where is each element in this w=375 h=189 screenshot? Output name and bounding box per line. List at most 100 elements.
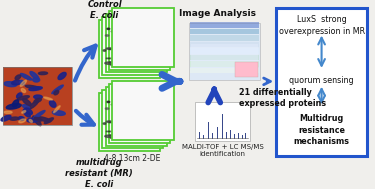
Ellipse shape (125, 59, 132, 61)
Ellipse shape (124, 65, 134, 66)
Ellipse shape (136, 117, 139, 120)
Ellipse shape (29, 100, 39, 109)
Ellipse shape (128, 125, 131, 127)
Ellipse shape (103, 123, 106, 124)
Ellipse shape (119, 114, 128, 116)
Ellipse shape (120, 52, 128, 54)
Ellipse shape (105, 108, 109, 109)
Ellipse shape (18, 96, 29, 100)
Ellipse shape (34, 98, 41, 103)
Ellipse shape (125, 47, 133, 48)
Bar (190, 68, 260, 73)
Bar (189, 23, 260, 80)
Ellipse shape (52, 85, 63, 94)
Ellipse shape (20, 80, 27, 86)
Bar (190, 42, 260, 47)
Ellipse shape (44, 97, 52, 100)
Bar (99, 20, 160, 78)
Ellipse shape (118, 129, 128, 130)
Ellipse shape (119, 41, 128, 43)
Bar (190, 29, 260, 34)
Ellipse shape (122, 121, 129, 123)
Bar (102, 17, 163, 75)
Ellipse shape (128, 52, 131, 53)
Ellipse shape (16, 93, 22, 98)
Ellipse shape (106, 121, 112, 122)
Ellipse shape (33, 78, 40, 82)
Ellipse shape (110, 64, 120, 65)
Ellipse shape (109, 122, 117, 123)
Bar (102, 90, 163, 148)
Bar (99, 93, 160, 151)
Ellipse shape (137, 122, 142, 124)
Ellipse shape (22, 105, 29, 109)
Ellipse shape (110, 137, 120, 138)
Ellipse shape (137, 49, 142, 51)
Ellipse shape (113, 47, 123, 48)
Text: MALDI-TOF + LC MS/MS
identification: MALDI-TOF + LC MS/MS identification (182, 144, 263, 157)
Ellipse shape (111, 31, 115, 32)
Ellipse shape (44, 118, 53, 124)
Ellipse shape (137, 50, 141, 52)
Bar (109, 84, 170, 143)
Bar (105, 14, 167, 72)
Ellipse shape (105, 135, 113, 137)
Ellipse shape (126, 56, 134, 58)
Ellipse shape (130, 132, 133, 134)
Bar (3, 67, 72, 125)
Ellipse shape (26, 85, 40, 89)
Ellipse shape (105, 62, 113, 64)
Ellipse shape (136, 107, 142, 109)
Ellipse shape (34, 95, 42, 99)
Bar (112, 81, 174, 140)
Ellipse shape (30, 71, 39, 80)
Ellipse shape (133, 31, 139, 33)
Ellipse shape (103, 50, 106, 51)
Ellipse shape (136, 44, 139, 47)
Ellipse shape (22, 99, 31, 105)
Bar (190, 35, 260, 41)
Ellipse shape (107, 101, 110, 103)
Ellipse shape (125, 103, 134, 105)
Bar (190, 22, 260, 28)
Bar (195, 102, 250, 142)
Ellipse shape (120, 108, 126, 110)
Ellipse shape (128, 37, 134, 39)
Ellipse shape (113, 120, 123, 121)
Ellipse shape (112, 52, 117, 53)
Ellipse shape (137, 123, 141, 125)
Bar (109, 11, 170, 70)
Text: Image Analysis: Image Analysis (179, 9, 256, 18)
Ellipse shape (12, 100, 19, 107)
Text: Control
E. coli: Control E. coli (87, 0, 122, 20)
Ellipse shape (4, 82, 17, 87)
Ellipse shape (109, 62, 116, 63)
Bar (191, 44, 258, 68)
Ellipse shape (22, 111, 26, 113)
Text: multidrug
resistant (MR)
E. coli: multidrug resistant (MR) E. coli (65, 158, 132, 189)
Ellipse shape (109, 49, 117, 50)
Ellipse shape (4, 111, 12, 113)
Ellipse shape (111, 104, 115, 105)
Ellipse shape (34, 111, 45, 118)
Ellipse shape (120, 125, 128, 127)
Ellipse shape (106, 131, 112, 132)
Ellipse shape (133, 113, 139, 115)
Ellipse shape (54, 90, 59, 95)
Bar (3, 67, 72, 125)
Ellipse shape (112, 125, 117, 127)
Ellipse shape (128, 110, 134, 112)
Ellipse shape (38, 117, 51, 122)
Ellipse shape (133, 104, 139, 106)
Bar (105, 87, 167, 146)
Ellipse shape (131, 131, 138, 132)
Bar (190, 48, 260, 54)
Ellipse shape (34, 117, 42, 121)
Ellipse shape (23, 109, 30, 117)
Ellipse shape (20, 74, 32, 80)
Ellipse shape (53, 111, 65, 115)
Ellipse shape (112, 59, 117, 61)
Text: 21 differentially
expressed proteins: 21 differentially expressed proteins (239, 88, 326, 108)
Ellipse shape (105, 35, 109, 36)
Ellipse shape (33, 116, 41, 126)
